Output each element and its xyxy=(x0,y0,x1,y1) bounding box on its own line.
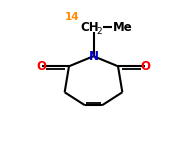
Text: O: O xyxy=(140,60,150,73)
Text: CH: CH xyxy=(81,21,99,34)
Text: Me: Me xyxy=(113,21,133,34)
Text: N: N xyxy=(88,50,99,63)
Text: 14: 14 xyxy=(65,12,79,22)
Text: O: O xyxy=(37,60,47,73)
Text: 2: 2 xyxy=(96,27,102,36)
